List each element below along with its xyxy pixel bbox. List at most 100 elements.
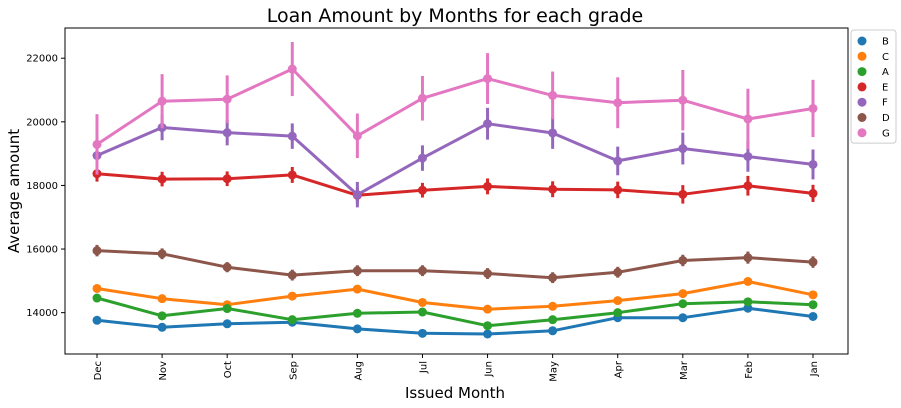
legend-marker bbox=[857, 51, 867, 61]
x-tick-label: Apr bbox=[614, 360, 625, 378]
data-point bbox=[548, 128, 558, 138]
data-point bbox=[613, 296, 623, 306]
legend-item-G: G bbox=[857, 128, 890, 139]
data-point bbox=[222, 128, 232, 138]
x-tick-label: Nov bbox=[158, 361, 169, 381]
plot-area bbox=[92, 41, 818, 339]
series-line-G bbox=[96, 67, 814, 146]
data-point bbox=[483, 181, 493, 191]
data-point bbox=[743, 114, 753, 124]
x-tick-label: Jan bbox=[809, 361, 820, 377]
legend-marker bbox=[857, 36, 867, 46]
data-point bbox=[417, 153, 427, 163]
data-point bbox=[613, 185, 623, 195]
x-axis-label: Issued Month bbox=[405, 384, 505, 402]
data-point bbox=[678, 189, 688, 199]
data-point bbox=[222, 319, 232, 329]
data-point bbox=[352, 284, 362, 294]
x-tick-label: Dec bbox=[93, 361, 104, 380]
data-point bbox=[417, 297, 427, 307]
data-point bbox=[808, 159, 818, 169]
legend-marker bbox=[857, 67, 867, 77]
legend-label: C bbox=[882, 52, 889, 63]
series-D bbox=[92, 244, 818, 284]
y-axis: 14000 16000 18000 20000 22000 bbox=[26, 54, 65, 319]
data-point bbox=[743, 151, 753, 161]
data-point bbox=[287, 64, 297, 74]
data-point bbox=[483, 304, 493, 314]
data-point bbox=[352, 190, 362, 200]
y-tick-label: 22000 bbox=[26, 54, 58, 65]
y-axis-label: Average amount bbox=[5, 129, 23, 253]
data-point bbox=[678, 95, 688, 105]
data-point bbox=[678, 289, 688, 299]
data-point bbox=[157, 311, 167, 321]
y-tick-label: 14000 bbox=[26, 308, 58, 319]
series-A bbox=[92, 293, 818, 331]
y-tick-label: 16000 bbox=[26, 245, 58, 256]
legend-label: G bbox=[882, 128, 890, 139]
data-point bbox=[548, 315, 558, 325]
x-axis: Dec Nov Oct Sep Aug Jul Jun May Apr Mar Feb Jan bbox=[93, 354, 820, 382]
data-point bbox=[287, 291, 297, 301]
legend-marker bbox=[857, 128, 867, 138]
data-point bbox=[808, 188, 818, 198]
data-point bbox=[743, 303, 753, 313]
data-point bbox=[743, 181, 753, 191]
chart-title: Loan Amount by Months for each grade bbox=[267, 5, 643, 27]
legend-item-B: B bbox=[857, 36, 889, 48]
data-point bbox=[222, 304, 232, 314]
data-point bbox=[157, 294, 167, 304]
data-point bbox=[352, 131, 362, 141]
x-tick-label: Jul bbox=[418, 361, 429, 374]
data-point bbox=[808, 311, 818, 321]
legend-marker bbox=[857, 97, 867, 107]
series-line-D bbox=[96, 249, 814, 280]
legend-label: E bbox=[882, 82, 888, 93]
legend-item-A: A bbox=[857, 67, 889, 78]
data-point bbox=[548, 273, 558, 283]
data-point bbox=[678, 144, 688, 154]
data-point bbox=[287, 270, 297, 280]
legend-marker bbox=[857, 113, 867, 122]
y-tick-label: 18000 bbox=[26, 181, 58, 192]
data-point bbox=[483, 321, 493, 331]
data-point bbox=[548, 326, 558, 336]
y-tick-label: 20000 bbox=[26, 117, 58, 128]
data-point bbox=[287, 170, 297, 180]
series-line-F bbox=[96, 122, 814, 197]
x-tick-label: Sep bbox=[288, 361, 299, 380]
data-point bbox=[808, 290, 818, 300]
data-point bbox=[613, 98, 623, 108]
data-point bbox=[483, 74, 493, 84]
data-point bbox=[548, 90, 558, 100]
legend-item-E: E bbox=[857, 82, 888, 93]
data-point bbox=[287, 131, 297, 141]
x-tick-label: Oct bbox=[223, 361, 234, 378]
data-point bbox=[613, 267, 623, 277]
data-point bbox=[417, 266, 427, 276]
x-tick-label: May bbox=[549, 361, 560, 382]
data-point bbox=[417, 307, 427, 317]
data-point bbox=[743, 276, 753, 286]
data-point bbox=[613, 308, 623, 318]
data-point bbox=[678, 255, 688, 265]
data-point bbox=[92, 246, 102, 256]
data-point bbox=[157, 174, 167, 184]
data-point bbox=[743, 253, 753, 263]
legend-item-C: C bbox=[857, 51, 889, 63]
data-point bbox=[613, 156, 623, 166]
data-point bbox=[222, 94, 232, 104]
data-point bbox=[352, 308, 362, 318]
data-point bbox=[548, 301, 558, 311]
data-point bbox=[92, 315, 102, 325]
series-line-A bbox=[96, 296, 814, 328]
series-F bbox=[92, 107, 818, 208]
x-tick-label: Mar bbox=[679, 360, 690, 380]
data-point bbox=[92, 283, 102, 293]
data-point bbox=[417, 328, 427, 338]
series-line-C bbox=[96, 280, 814, 311]
data-point bbox=[483, 119, 493, 129]
